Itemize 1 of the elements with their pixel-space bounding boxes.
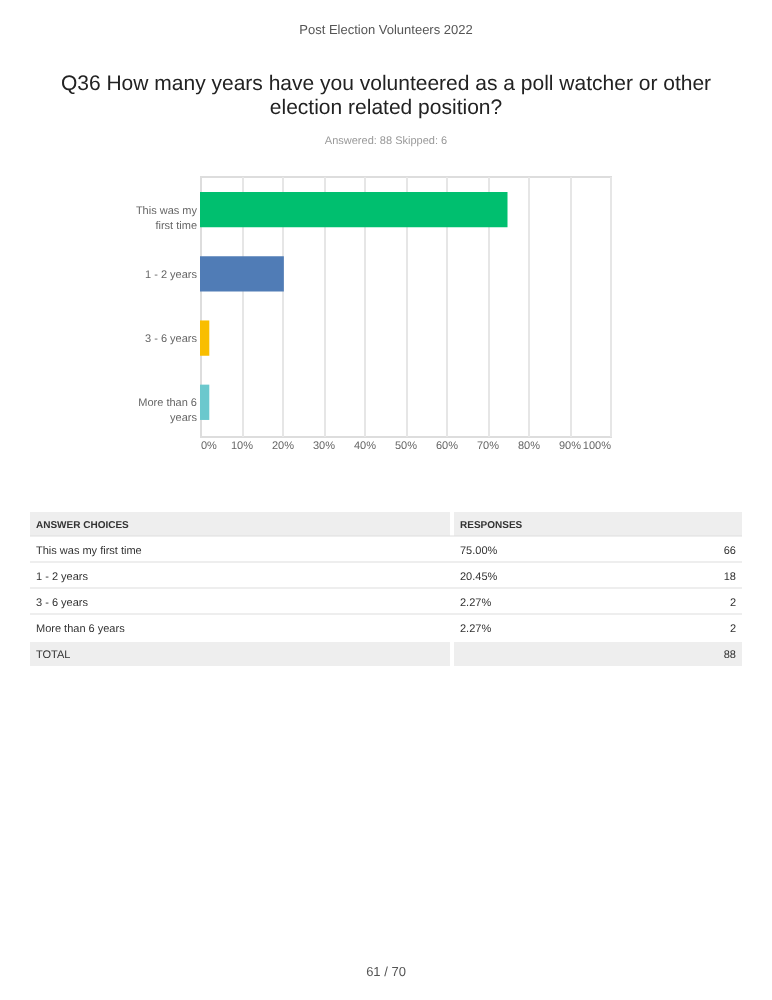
chart-title: Q36 How many years have you volunteered as a poll watcher or other election related position? <box>60 72 713 120</box>
